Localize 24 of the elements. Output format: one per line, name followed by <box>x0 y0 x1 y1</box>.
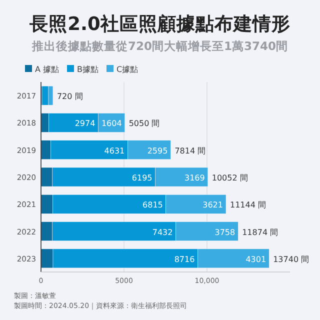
data-label: 4631 <box>104 146 125 156</box>
legend-label: A 據點 <box>35 65 60 74</box>
legend-label: B據點 <box>77 65 99 74</box>
data-label: 6815 <box>142 200 163 210</box>
total-label: 11144 間 <box>230 200 266 210</box>
data-label: 6195 <box>132 174 152 182</box>
total-label: 7814 間 <box>174 146 206 156</box>
data-label: 2595 <box>147 146 168 156</box>
data-label: 7432 <box>152 228 173 237</box>
data-label: 2974 <box>74 119 96 128</box>
chart-title: 長照2.0社區照顧據點布建情形 <box>28 13 290 35</box>
legend-label: C據點 <box>116 65 138 74</box>
total-label: 13740 間 <box>273 254 310 264</box>
data-label: 3758 <box>214 228 236 237</box>
total-label: 11874 間 <box>242 228 278 237</box>
total-label: 720 間 <box>56 92 83 102</box>
data-label: 3621 <box>202 200 223 210</box>
total-label: 5050 間 <box>128 119 160 128</box>
data-label: 1604 <box>101 119 122 128</box>
chart-subtitle: 推出後據點數量從720間大幅增長至1萬3740間 <box>30 39 288 53</box>
data-label: 4301 <box>246 254 266 264</box>
data-label: 8716 <box>174 254 195 264</box>
data-label: 3169 <box>184 174 205 182</box>
total-label: 10052 間 <box>212 174 248 182</box>
